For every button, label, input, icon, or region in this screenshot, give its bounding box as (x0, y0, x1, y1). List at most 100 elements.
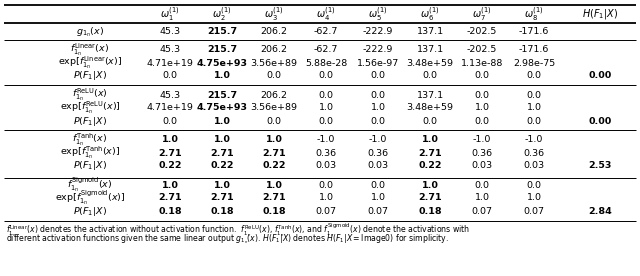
Text: 2.71: 2.71 (158, 193, 182, 203)
Text: 0.0: 0.0 (266, 71, 282, 81)
Text: 2.71: 2.71 (210, 148, 234, 158)
Text: 206.2: 206.2 (260, 28, 287, 36)
Text: 1.0: 1.0 (422, 136, 438, 145)
Text: 0.22: 0.22 (262, 161, 285, 171)
Text: -222.9: -222.9 (363, 28, 393, 36)
Text: 1.0: 1.0 (319, 193, 333, 203)
Text: 0.36: 0.36 (472, 148, 493, 158)
Text: 137.1: 137.1 (417, 46, 444, 54)
Text: 0.18: 0.18 (262, 206, 286, 216)
Text: -62.7: -62.7 (314, 28, 338, 36)
Text: 1.0: 1.0 (527, 193, 541, 203)
Text: 2.71: 2.71 (262, 148, 286, 158)
Text: $f_{1_n}^{\mathrm{Linear}}(x)$: $f_{1_n}^{\mathrm{Linear}}(x)$ (70, 42, 109, 58)
Text: 206.2: 206.2 (260, 46, 287, 54)
Text: 45.3: 45.3 (159, 91, 180, 100)
Text: -1.0: -1.0 (473, 136, 491, 145)
Text: 0.0: 0.0 (474, 116, 490, 126)
Text: 2.71: 2.71 (418, 148, 442, 158)
Text: 2.53: 2.53 (588, 161, 612, 171)
Text: 2.71: 2.71 (262, 193, 286, 203)
Text: 0.0: 0.0 (422, 116, 438, 126)
Text: $P(F_1|X)$: $P(F_1|X)$ (73, 115, 107, 128)
Text: 0.0: 0.0 (422, 71, 438, 81)
Text: 0.07: 0.07 (524, 206, 545, 216)
Text: 1.0: 1.0 (527, 104, 541, 113)
Text: 2.84: 2.84 (588, 206, 612, 216)
Text: 1.0: 1.0 (214, 71, 230, 81)
Text: -1.0: -1.0 (525, 136, 543, 145)
Text: 0.0: 0.0 (163, 116, 177, 126)
Text: 0.03: 0.03 (367, 161, 388, 171)
Text: 0.0: 0.0 (319, 116, 333, 126)
Text: 0.07: 0.07 (472, 206, 493, 216)
Text: $f_{1_n}^{\mathrm{ReLU}}(x)$: $f_{1_n}^{\mathrm{ReLU}}(x)$ (72, 87, 108, 103)
Text: 0.18: 0.18 (158, 206, 182, 216)
Text: 137.1: 137.1 (417, 28, 444, 36)
Text: $P(F_1|X)$: $P(F_1|X)$ (73, 160, 107, 172)
Text: 4.75e+93: 4.75e+93 (196, 59, 248, 68)
Text: 4.71e+19: 4.71e+19 (147, 104, 193, 113)
Text: 1.0: 1.0 (161, 136, 179, 145)
Text: 1.0: 1.0 (214, 136, 230, 145)
Text: 3.48e+59: 3.48e+59 (406, 59, 454, 68)
Text: different activation functions given the same linear output $g_{1_n}(x)$. $H(F_1: different activation functions given the… (6, 232, 449, 246)
Text: 0.0: 0.0 (527, 116, 541, 126)
Text: 0.22: 0.22 (158, 161, 182, 171)
Text: $\omega_6^{(1)}$: $\omega_6^{(1)}$ (420, 5, 440, 23)
Text: 3.56e+89: 3.56e+89 (250, 104, 298, 113)
Text: 0.0: 0.0 (319, 181, 333, 190)
Text: -1.0: -1.0 (369, 136, 387, 145)
Text: 0.0: 0.0 (527, 181, 541, 190)
Text: 45.3: 45.3 (159, 46, 180, 54)
Text: 1.0: 1.0 (474, 193, 490, 203)
Text: -171.6: -171.6 (519, 46, 549, 54)
Text: 215.7: 215.7 (207, 28, 237, 36)
Text: 0.36: 0.36 (524, 148, 545, 158)
Text: 0.0: 0.0 (371, 181, 385, 190)
Text: 0.0: 0.0 (371, 116, 385, 126)
Text: 0.36: 0.36 (367, 148, 388, 158)
Text: -171.6: -171.6 (519, 28, 549, 36)
Text: 0.0: 0.0 (527, 71, 541, 81)
Text: 0.0: 0.0 (527, 91, 541, 100)
Text: $f_{1_n}^{\mathrm{Sigmoid}}(x)$: $f_{1_n}^{\mathrm{Sigmoid}}(x)$ (67, 176, 113, 194)
Text: -1.0: -1.0 (317, 136, 335, 145)
Text: 1.13e-88: 1.13e-88 (461, 59, 503, 68)
Text: 1.0: 1.0 (371, 193, 385, 203)
Text: 1.0: 1.0 (214, 116, 230, 126)
Text: $\omega_7^{(1)}$: $\omega_7^{(1)}$ (472, 5, 492, 23)
Text: $\omega_5^{(1)}$: $\omega_5^{(1)}$ (368, 5, 388, 23)
Text: 0.07: 0.07 (316, 206, 337, 216)
Text: -202.5: -202.5 (467, 46, 497, 54)
Text: 1.0: 1.0 (319, 104, 333, 113)
Text: $H(F_1|X)$: $H(F_1|X)$ (582, 7, 618, 21)
Text: $f_{1_n}^{\mathrm{Tanh}}(x)$: $f_{1_n}^{\mathrm{Tanh}}(x)$ (72, 132, 108, 148)
Text: 1.0: 1.0 (371, 104, 385, 113)
Text: 4.75e+93: 4.75e+93 (196, 104, 248, 113)
Text: $\omega_4^{(1)}$: $\omega_4^{(1)}$ (316, 5, 336, 23)
Text: $\omega_2^{(1)}$: $\omega_2^{(1)}$ (212, 5, 232, 23)
Text: 0.03: 0.03 (472, 161, 493, 171)
Text: 0.18: 0.18 (418, 206, 442, 216)
Text: $\exp[f_{1_n}^{\mathrm{Tanh}}(x)]$: $\exp[f_{1_n}^{\mathrm{Tanh}}(x)]$ (60, 145, 120, 161)
Text: 2.71: 2.71 (210, 193, 234, 203)
Text: 0.07: 0.07 (367, 206, 388, 216)
Text: 0.22: 0.22 (211, 161, 234, 171)
Text: 0.22: 0.22 (419, 161, 442, 171)
Text: $\exp[f_{1_n}^{\mathrm{Sigmoid}}(x)]$: $\exp[f_{1_n}^{\mathrm{Sigmoid}}(x)]$ (55, 189, 125, 207)
Text: 0.0: 0.0 (319, 71, 333, 81)
Text: $\omega_8^{(1)}$: $\omega_8^{(1)}$ (524, 5, 544, 23)
Text: 1.0: 1.0 (266, 181, 282, 190)
Text: 4.71e+19: 4.71e+19 (147, 59, 193, 68)
Text: 137.1: 137.1 (417, 91, 444, 100)
Text: 2.71: 2.71 (418, 193, 442, 203)
Text: 0.0: 0.0 (474, 181, 490, 190)
Text: 0.03: 0.03 (316, 161, 337, 171)
Text: 0.00: 0.00 (588, 116, 612, 126)
Text: 0.0: 0.0 (163, 71, 177, 81)
Text: 0.0: 0.0 (371, 91, 385, 100)
Text: 2.71: 2.71 (158, 148, 182, 158)
Text: 215.7: 215.7 (207, 91, 237, 100)
Text: 1.0: 1.0 (161, 181, 179, 190)
